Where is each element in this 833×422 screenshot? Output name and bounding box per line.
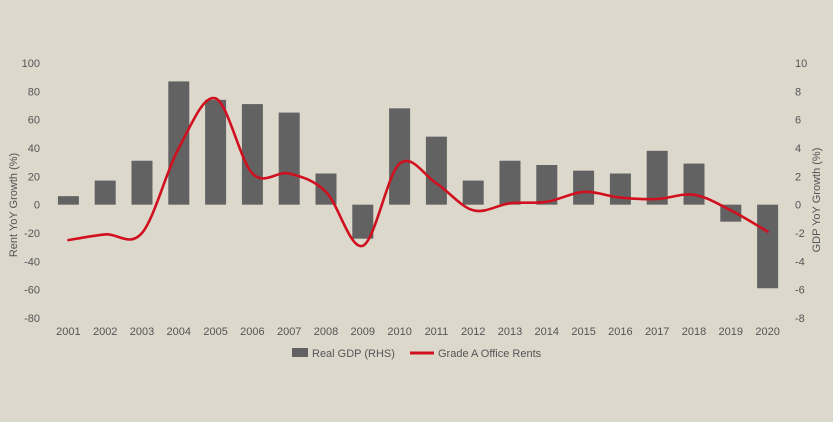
gdp-bar bbox=[610, 174, 631, 205]
gdp-bar bbox=[647, 151, 668, 205]
y2-tick-label: 2 bbox=[795, 171, 801, 183]
x-tick-label: 2010 bbox=[387, 326, 411, 338]
y-axis-left-title: Rent YoY Growth (%) bbox=[8, 153, 20, 257]
y-tick-label: 20 bbox=[28, 171, 40, 183]
x-tick-label: 2006 bbox=[240, 326, 264, 338]
gdp-bar bbox=[463, 181, 484, 205]
legend-label-rents: Grade A Office Rents bbox=[438, 348, 542, 360]
x-tick-label: 2016 bbox=[608, 326, 632, 338]
y-tick-label: -20 bbox=[24, 228, 40, 240]
gdp-bar bbox=[316, 174, 337, 205]
x-tick-label: 2003 bbox=[130, 326, 154, 338]
x-tick-label: 2007 bbox=[277, 326, 301, 338]
gdp-bar bbox=[95, 181, 116, 205]
y-tick-label: -60 bbox=[24, 285, 40, 297]
y2-tick-label: 4 bbox=[795, 143, 801, 155]
x-tick-label: 2012 bbox=[461, 326, 485, 338]
y-tick-label: -40 bbox=[24, 256, 40, 268]
legend-swatch-gdp bbox=[292, 348, 308, 357]
gdp-bars bbox=[58, 81, 778, 288]
x-tick-label: 2008 bbox=[314, 326, 338, 338]
y-tick-label: -80 bbox=[24, 313, 40, 325]
x-tick-label: 2004 bbox=[167, 326, 191, 338]
x-axis: 2001 2002 2003 2004 2005 2006 2007 2008 2009 2010… bbox=[56, 326, 780, 338]
gdp-bar bbox=[168, 81, 189, 204]
gdp-bar bbox=[389, 108, 410, 204]
gdp-bar bbox=[58, 196, 79, 205]
gdp-bar bbox=[426, 137, 447, 205]
x-tick-label: 2009 bbox=[351, 326, 375, 338]
y2-tick-label: 6 bbox=[795, 115, 801, 127]
y2-tick-label: 8 bbox=[795, 86, 801, 98]
gdp-bar bbox=[242, 104, 263, 205]
y-axis-left: -80 -60 -40 -20 0 20 40 60 80 100 bbox=[22, 58, 40, 325]
gdp-bar bbox=[205, 100, 226, 205]
x-tick-label: 2001 bbox=[56, 326, 80, 338]
x-tick-label: 2019 bbox=[719, 326, 743, 338]
gdp-bar bbox=[500, 161, 521, 205]
y2-tick-label: -2 bbox=[795, 228, 805, 240]
y2-tick-label: -4 bbox=[795, 256, 805, 268]
x-tick-label: 2014 bbox=[535, 326, 559, 338]
y2-tick-label: -6 bbox=[795, 285, 805, 297]
gdp-bar bbox=[132, 161, 153, 205]
y-axis-right: -8 -6 -4 -2 0 2 4 6 8 10 bbox=[795, 58, 807, 325]
y-tick-label: 40 bbox=[28, 143, 40, 155]
gdp-bar bbox=[684, 164, 705, 205]
x-tick-label: 2018 bbox=[682, 326, 706, 338]
x-tick-label: 2005 bbox=[203, 326, 227, 338]
x-tick-label: 2011 bbox=[425, 326, 449, 338]
x-tick-label: 2020 bbox=[755, 326, 779, 338]
legend: Real GDP (RHS) Grade A Office Rents bbox=[292, 348, 542, 360]
y2-tick-label: 0 bbox=[795, 200, 801, 212]
gdp-bar bbox=[279, 113, 300, 205]
gdp-bar bbox=[573, 171, 594, 205]
y-tick-label: 0 bbox=[34, 200, 40, 212]
y2-tick-label: 10 bbox=[795, 58, 807, 70]
x-tick-label: 2002 bbox=[93, 326, 117, 338]
x-tick-label: 2013 bbox=[498, 326, 522, 338]
y-axis-right-title: GDP YoY Growth (%) bbox=[811, 148, 823, 253]
y-tick-label: 100 bbox=[22, 58, 40, 70]
x-tick-label: 2015 bbox=[571, 326, 595, 338]
x-tick-label: 2017 bbox=[645, 326, 669, 338]
legend-label-gdp: Real GDP (RHS) bbox=[312, 348, 395, 360]
y2-tick-label: -8 bbox=[795, 313, 805, 325]
y-tick-label: 60 bbox=[28, 115, 40, 127]
y-tick-label: 80 bbox=[28, 86, 40, 98]
gdp-bar bbox=[757, 205, 778, 289]
